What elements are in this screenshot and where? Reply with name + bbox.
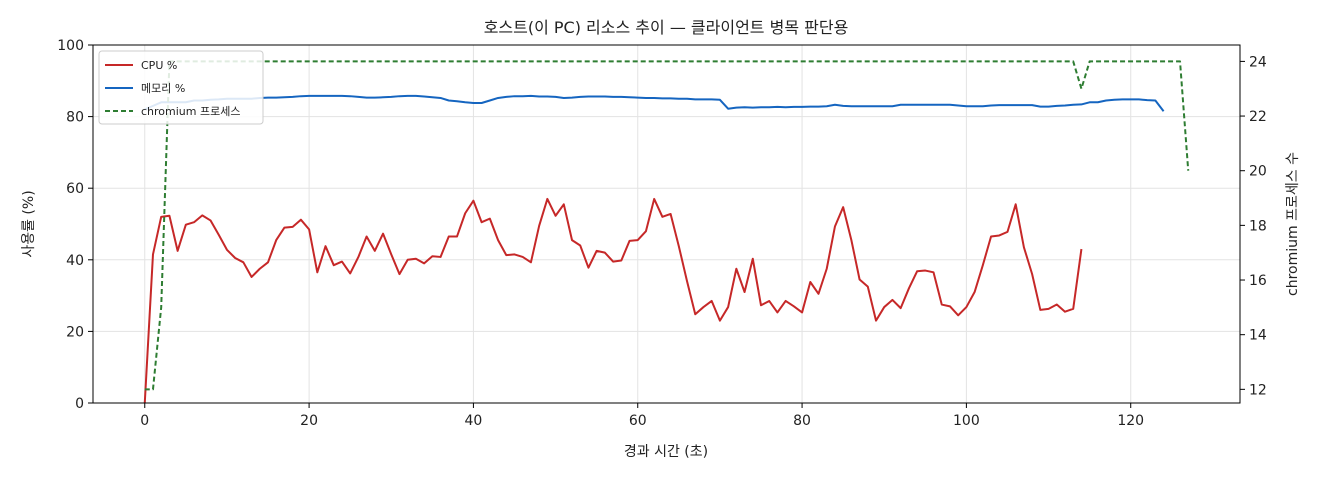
chart-title: 호스트(이 PC) 리소스 추이 — 클라이언트 병목 판단용 — [484, 18, 849, 37]
y2-tick-label: 14 — [1249, 328, 1267, 344]
y-axis-label: 사용률 (%) — [21, 190, 37, 257]
series-line-cpu — [143, 197, 1083, 404]
y2-tick-label: 22 — [1249, 109, 1267, 125]
x-tick-label: 20 — [300, 413, 318, 429]
x-tick-label: 0 — [140, 413, 149, 429]
y2-tick-label: 18 — [1249, 218, 1267, 234]
legend-box — [98, 50, 264, 125]
x-tick-label: 100 — [953, 413, 980, 429]
y-tick-label: 100 — [57, 38, 84, 54]
y-tick-label: 20 — [66, 324, 84, 340]
legend: CPU % 메모리 % chromium 프로세스 — [98, 50, 264, 125]
plot-frame — [92, 44, 1241, 404]
x-tick-label: 120 — [1117, 413, 1144, 429]
legend-label-chromium: chromium 프로세스 — [141, 105, 240, 118]
y-tick-label: 60 — [66, 181, 84, 197]
y2-tick-label: 20 — [1249, 164, 1267, 180]
series-layer — [143, 60, 1190, 404]
y-tick-label: 40 — [66, 253, 84, 269]
legend-label-memory: 메모리 % — [141, 82, 185, 95]
x-tick-label: 40 — [465, 413, 483, 429]
y2-tick-label: 24 — [1249, 54, 1267, 70]
x-axis-label: 경과 시간 (초) — [624, 444, 708, 460]
series-line-chromium — [144, 60, 1190, 391]
legend-label-cpu: CPU % — [141, 59, 177, 72]
x-tick-label: 80 — [793, 413, 811, 429]
ticks: 0 20 40 60 80 100 120 0 20 40 60 80 100 12 14 16 18 20 22 2… — [57, 38, 1267, 429]
y-tick-label: 80 — [66, 110, 84, 126]
series-line-memory — [144, 94, 1165, 112]
y-tick-label: 0 — [75, 396, 84, 412]
y2-axis-label: chromium 프로세스 수 — [1285, 152, 1301, 296]
y2-tick-label: 12 — [1249, 382, 1267, 398]
y2-tick-label: 16 — [1249, 273, 1267, 289]
x-tick-label: 60 — [629, 413, 647, 429]
